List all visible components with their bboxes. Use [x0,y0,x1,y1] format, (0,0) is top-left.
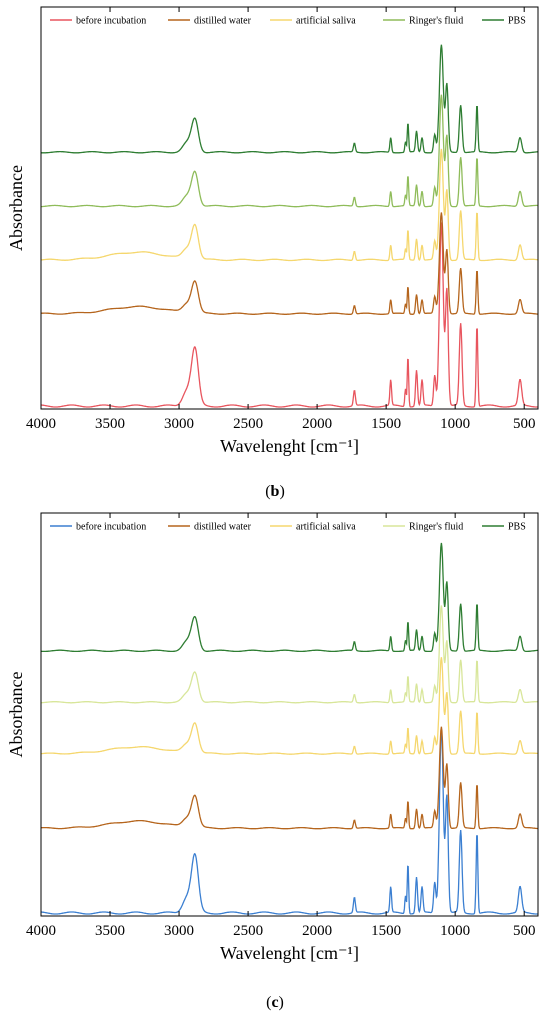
series-line-3 [41,94,538,208]
x-tick-label: 1000 [440,923,470,939]
legend-label-0: before incubation [76,16,146,27]
legend-label-3: Ringer's fluid [409,16,463,27]
x-tick-label: 2000 [302,923,332,939]
x-tick-label: 3500 [95,416,125,432]
x-tick-label: 2500 [233,923,263,939]
y-axis-label: Absorbance [6,165,26,251]
x-tick-label: 4000 [26,416,56,432]
series-line-1 [40,212,538,315]
y-axis-label: Absorbance [6,672,26,758]
x-tick-label: 4000 [26,923,56,939]
x-tick-label: 3000 [164,416,194,432]
legend-label-4: PBS [508,16,526,27]
x-tick-label: 2000 [302,416,332,432]
legend-label-2: artificial saliva [296,522,356,533]
legend-label-4: PBS [508,522,526,533]
x-tick-label: 3000 [164,923,194,939]
caption-b: (b) [265,483,285,500]
series-line-2 [40,657,539,755]
legend-label-1: distilled water [194,16,252,27]
x-axis-label: Wavelenght [cm⁻¹] [220,943,359,963]
series-line-2 [40,148,538,262]
x-tick-label: 1500 [371,416,401,432]
series-line-4 [40,44,538,154]
series-line-4 [41,542,538,653]
x-tick-label: 1500 [371,923,401,939]
chart-panel-b: 4000 3500 3000 2500 2000 1500 1000 500 Wavelengh… [6,6,539,456]
x-tick-label: 3500 [95,923,125,939]
legend-label-0: before incubation [76,522,146,533]
caption-c: (c) [266,994,284,1011]
x-tick-label: 500 [513,416,536,432]
series-line-1 [41,726,539,830]
plot-frame [40,512,539,917]
x-axis-label: Wavelenght [cm⁻¹] [220,436,359,456]
x-tick-label: 500 [513,923,536,939]
x-tick-label: 1000 [440,416,470,432]
series-line-3 [41,605,538,704]
legend-label-2: artificial saliva [296,16,356,27]
legend-label-1: distilled water [194,522,252,533]
plot-frame [40,6,539,410]
chart-panel-c: 4000 3500 3000 2500 2000 1500 1000 500 Wavelengh… [6,512,539,963]
legend-label-3: Ringer's fluid [409,522,463,533]
x-tick-label: 2500 [233,416,263,432]
